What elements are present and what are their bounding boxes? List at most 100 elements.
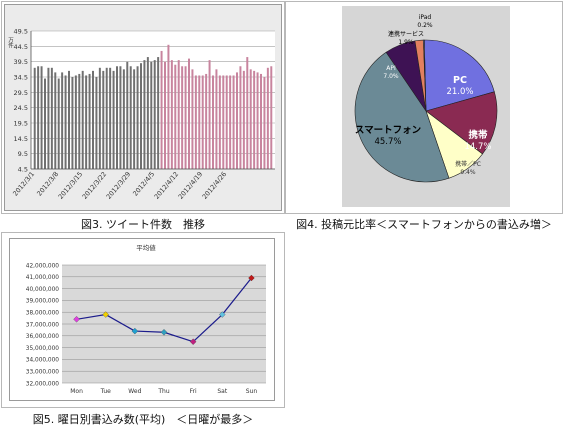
bar-old — [98, 67, 101, 169]
bar-old — [146, 57, 149, 169]
bar-new — [249, 69, 252, 169]
pie-label: 携帯 — [468, 129, 488, 141]
bar-new — [174, 64, 177, 169]
bar-old — [102, 70, 105, 169]
y-axis-label: 万件 — [7, 37, 14, 50]
y-tick-label: 41,000,000 — [26, 275, 60, 281]
pie-value-label: 1.9% — [398, 39, 414, 46]
x-tick-label: Sat — [217, 388, 227, 395]
bar-chart: 4.5 9.5 14.5 19.5 24.5 29.5 34.5 39.5 44.5 49.5万件… — [7, 28, 275, 201]
y-tick-label: 37,000,000 — [26, 322, 60, 328]
x-tick-label: Fri — [190, 388, 197, 395]
bar-old — [44, 78, 46, 169]
bar-old — [40, 66, 43, 169]
y-tick-label: 38,000,000 — [26, 311, 60, 317]
bar-old — [47, 67, 50, 169]
x-tick-label: Thu — [157, 388, 169, 395]
bar-new — [222, 75, 225, 169]
y-tick-label: 40,000,000 — [26, 287, 60, 293]
y-tick-label: 34,000,000 — [26, 358, 60, 364]
pie-label: スマートフォン — [355, 125, 421, 136]
bar-new — [181, 66, 184, 169]
fig4-panel: PC 21.0% 携帯 14.7% 携帯／PC 9.4% スマートフォン 45.7% API 7.… — [285, 1, 563, 214]
bar-new — [164, 61, 166, 169]
y-tick-label: 34.5 — [14, 74, 28, 82]
pie-label: 連携サービス — [388, 30, 424, 38]
bar-old — [133, 69, 136, 169]
y-tick-label: 29.5 — [14, 89, 28, 97]
y-tick-label: 36,000,000 — [26, 334, 60, 340]
y-tick-label: 24.5 — [14, 104, 28, 112]
y-tick-label: 33,000,000 — [26, 370, 60, 376]
bar-new — [198, 75, 201, 169]
pie-slice — [354, 51, 450, 183]
data-point — [73, 316, 80, 323]
bar-new — [194, 75, 197, 169]
bar-old — [150, 61, 153, 169]
bar-new — [225, 75, 228, 169]
bar-old — [33, 67, 36, 169]
fig3-caption: 図3. ツイート件数 推移 — [81, 218, 205, 231]
data-point — [102, 311, 109, 318]
x-tick-label: 2012/3/8 — [35, 170, 60, 198]
bar-old — [153, 60, 156, 170]
x-tick-label: Wed — [128, 388, 141, 395]
bar-old — [92, 70, 94, 169]
bar-new — [184, 66, 187, 169]
bar-new — [188, 58, 190, 169]
bar-new — [170, 60, 173, 170]
bar-new — [191, 69, 194, 169]
pie-value-label: 9.4% — [460, 169, 476, 176]
bar-old — [71, 77, 74, 169]
x-tick-label: 2012/3/1 — [11, 170, 36, 198]
bar-old — [50, 67, 53, 169]
bar-new — [201, 75, 204, 169]
bar-new — [177, 60, 180, 170]
x-tick-label: Sun — [246, 388, 258, 395]
bar-new — [167, 44, 170, 169]
plot-area — [31, 31, 275, 169]
bar-old — [95, 77, 98, 169]
bar-old — [85, 75, 88, 169]
bar-new — [239, 66, 242, 169]
fig5-caption: 図5. 曜日別書込み数(平均) ＜日曜が最多＞ — [32, 413, 254, 426]
line-chart-title: 平均値 — [136, 243, 156, 252]
pie-value-label: 45.7% — [374, 137, 401, 147]
bar-new — [266, 67, 269, 169]
bar-old — [109, 67, 112, 169]
y-tick-label: 4.5 — [18, 166, 28, 174]
bar-old — [157, 57, 160, 169]
bar-old — [105, 67, 108, 169]
pie-slice — [423, 39, 495, 112]
bar-old — [129, 66, 132, 169]
data-point — [248, 274, 255, 282]
fig5-panel: 平均値 32,000,000 33,000,000 34,000,000 35,000,… — [1, 232, 285, 408]
bar-old — [136, 66, 139, 169]
pie-value-label: 0.2% — [417, 22, 433, 29]
bar-new — [205, 73, 208, 169]
bar-new — [160, 50, 163, 169]
pie-value-label: 7.0% — [383, 73, 399, 80]
bar-old — [88, 73, 91, 169]
line-chart: 平均値 32,000,000 33,000,000 34,000,000 35,000,… — [26, 243, 266, 395]
x-tick-label: 2012/3/29 — [105, 170, 133, 201]
bar-new — [212, 75, 214, 169]
bar-new — [242, 70, 245, 169]
bar-old — [37, 66, 40, 169]
x-tick-label: Mon — [70, 388, 83, 395]
data-point — [189, 338, 197, 345]
y-tick-label: 14.5 — [14, 135, 28, 143]
bar-old — [122, 69, 125, 169]
data-point — [219, 311, 226, 318]
y-tick-label: 19.5 — [14, 120, 28, 128]
bar-new — [246, 57, 249, 169]
bar-old — [78, 73, 81, 169]
y-tick-label: 35,000,000 — [26, 346, 60, 352]
x-tick-label: 2012/4/26 — [201, 170, 229, 201]
bar-old — [64, 75, 67, 169]
fig3-panel: 4.5 9.5 14.5 19.5 24.5 29.5 34.5 39.5 44.5 49.5 万件… — [1, 1, 285, 214]
bar-old — [116, 66, 118, 169]
bar-new — [208, 60, 211, 170]
bar-old — [119, 66, 122, 169]
bar-old — [61, 72, 64, 169]
